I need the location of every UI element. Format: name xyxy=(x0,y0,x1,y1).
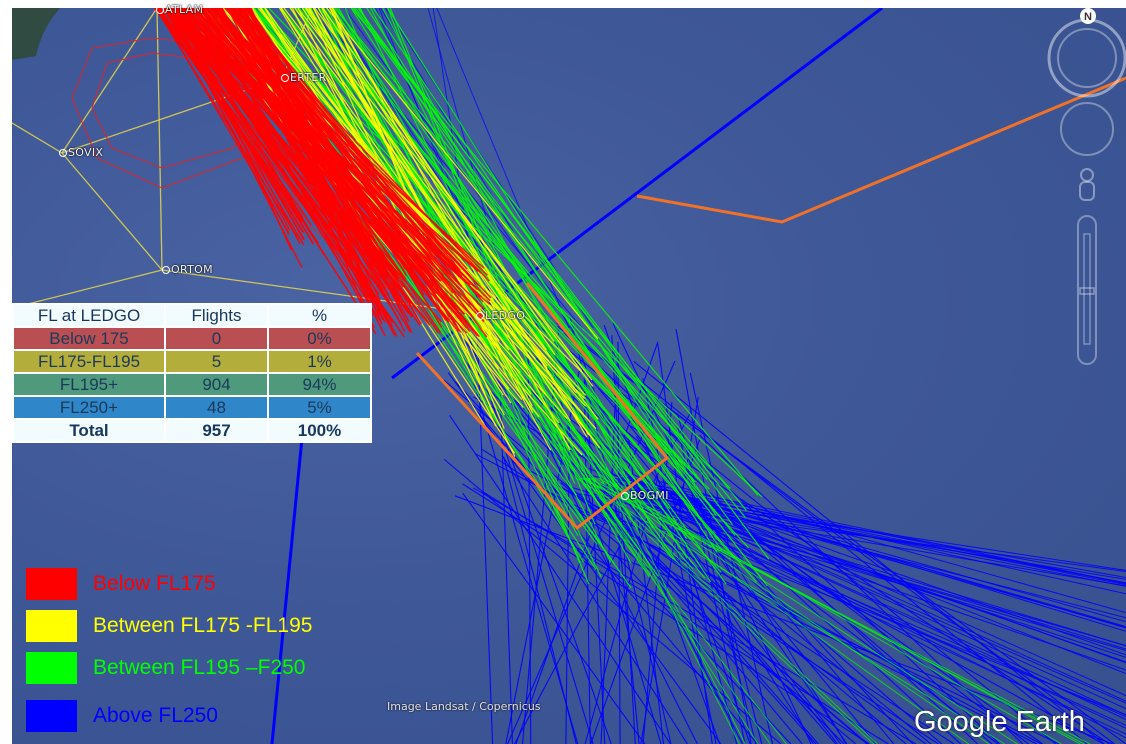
legend-label: Below FL175 xyxy=(93,572,216,595)
flights-cell: 0 xyxy=(164,326,269,351)
column-header: FL at LEDGO xyxy=(12,303,166,328)
flight-level-stats-table: FL at LEDGO Flights % Below 175 0 0% FL1… xyxy=(12,303,372,443)
legend-label: Between FL195 –F250 xyxy=(93,656,306,679)
table-total-row: Total 957 100% xyxy=(12,418,372,443)
legend-swatch xyxy=(26,700,77,732)
zoom-slider[interactable] xyxy=(1077,215,1097,365)
waypoint-sovix[interactable]: SOVIX xyxy=(59,146,103,159)
total-label-cell: Total xyxy=(12,418,166,443)
flights-cell: 904 xyxy=(164,372,269,397)
waypoint-label: ATLAM xyxy=(165,3,204,16)
waypoint-marker-icon xyxy=(59,149,67,157)
table-row: FL250+ 48 5% xyxy=(12,395,372,420)
percent-cell: 1% xyxy=(267,349,372,374)
legend-swatch xyxy=(26,568,77,600)
waypoint-ledgo[interactable]: LEDGO xyxy=(476,309,525,322)
band-cell: FL195+ xyxy=(12,372,166,397)
google-earth-logo: Google Earth xyxy=(914,706,1085,738)
waypoint-marker-icon xyxy=(281,74,289,82)
imagery-credit: Image Landsat / Copernicus xyxy=(387,700,541,713)
table-row: Below 175 0 0% xyxy=(12,326,372,351)
table-row: FL175-FL195 5 1% xyxy=(12,349,372,374)
waypoint-label: BOGMI xyxy=(630,489,669,502)
tracks-below-fl175 xyxy=(153,8,492,338)
waypoint-atlam[interactable]: ATLAM xyxy=(156,3,203,16)
compass-north-label: N xyxy=(1084,11,1092,23)
flights-cell: 48 xyxy=(164,395,269,420)
satellite-ocean-imagery[interactable] xyxy=(12,8,1126,744)
band-cell: Below 175 xyxy=(12,326,166,351)
waypoint-marker-icon xyxy=(476,312,484,320)
flight-tracks-layer xyxy=(12,8,1126,744)
land-mass xyxy=(12,8,60,60)
percent-cell: 5% xyxy=(267,395,372,420)
look-joystick-icon[interactable] xyxy=(1060,102,1114,156)
flights-cell: 5 xyxy=(164,349,269,374)
navigation-controls: N xyxy=(1047,8,1126,365)
waypoint-marker-icon xyxy=(621,492,629,500)
waypoint-label: SOVIX xyxy=(68,146,104,159)
legend-swatch xyxy=(26,652,77,684)
band-cell: FL175-FL195 xyxy=(12,349,166,374)
compass-icon[interactable]: N xyxy=(1047,8,1126,98)
table-header-row: FL at LEDGO Flights % xyxy=(12,303,372,328)
legend-swatch xyxy=(26,610,77,642)
waypoint-label: ORTOM xyxy=(171,263,213,276)
table-row: FL195+ 904 94% xyxy=(12,372,372,397)
percent-cell: 0% xyxy=(267,326,372,351)
legend-label: Above FL250 xyxy=(93,704,218,727)
band-cell: FL250+ xyxy=(12,395,166,420)
total-flights-cell: 957 xyxy=(164,418,269,443)
waypoint-marker-icon xyxy=(156,6,164,14)
column-header: Flights xyxy=(164,303,269,328)
street-view-pegman-icon[interactable] xyxy=(1079,168,1095,201)
legend-label: Between FL175 -FL195 xyxy=(93,614,313,637)
waypoint-ortom[interactable]: ORTOM xyxy=(162,263,213,276)
waypoint-label: LEDGO xyxy=(485,309,526,322)
waypoint-marker-icon xyxy=(162,266,170,274)
waypoint-bogmi[interactable]: BOGMI xyxy=(621,489,669,502)
percent-cell: 94% xyxy=(267,372,372,397)
waypoint-label: ERTER xyxy=(290,71,327,84)
column-header: % xyxy=(267,303,372,328)
waypoint-erter[interactable]: ERTER xyxy=(281,71,327,84)
total-percent-cell: 100% xyxy=(267,418,372,443)
